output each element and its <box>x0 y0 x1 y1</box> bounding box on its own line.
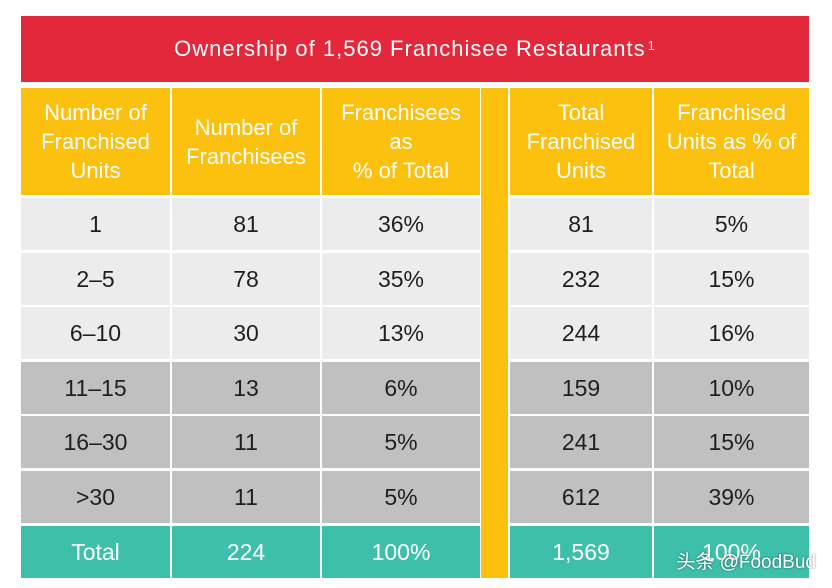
table-title-bar: Ownership of 1,569 Franchisee Restaurant… <box>21 16 809 82</box>
table-cell: 36% <box>322 198 480 250</box>
table-cell: 13 <box>172 362 320 414</box>
table-cell: 2–5 <box>21 253 170 305</box>
total-row-cell: 1,569 <box>510 526 652 578</box>
table-cell: 30 <box>172 307 320 359</box>
table-cell: 5% <box>322 416 480 468</box>
table-cell: 159 <box>510 362 652 414</box>
table-cell: 244 <box>510 307 652 359</box>
table-cell: 5% <box>654 198 809 250</box>
table-cell: 39% <box>654 471 809 523</box>
table-cell: 6–10 <box>21 307 170 359</box>
table-cell: 35% <box>322 253 480 305</box>
column-header: Number of Franchised Units <box>21 88 170 195</box>
table-cell: 232 <box>510 253 652 305</box>
table-cell: 6% <box>322 362 480 414</box>
total-row-cell: 100% <box>654 526 809 578</box>
total-row-cell: 224 <box>172 526 320 578</box>
table-cell: 16% <box>654 307 809 359</box>
table-cell: 241 <box>510 416 652 468</box>
table-title: Ownership of 1,569 Franchisee Restaurant… <box>174 36 646 61</box>
column-header: Total Franchised Units <box>510 88 652 195</box>
watermark-text: 头条 @FoodBud <box>676 552 816 573</box>
table-cell: 15% <box>654 416 809 468</box>
table-cell: >30 <box>21 471 170 523</box>
table-cell: 81 <box>172 198 320 250</box>
column-divider <box>481 88 508 578</box>
table-cell: 10% <box>654 362 809 414</box>
table-cell: 11 <box>172 416 320 468</box>
table-cell: 15% <box>654 253 809 305</box>
table-cell: 81 <box>510 198 652 250</box>
table-cell: 13% <box>322 307 480 359</box>
column-header: Franchisees as % of Total <box>322 88 480 195</box>
table-cell: 1 <box>21 198 170 250</box>
table-cell: 11 <box>172 471 320 523</box>
column-header: Number of Franchisees <box>172 88 320 195</box>
table-cell: 5% <box>322 471 480 523</box>
title-footnote-marker: 1 <box>647 37 656 53</box>
table-cell: 11–15 <box>21 362 170 414</box>
total-row-cell: 100% <box>322 526 480 578</box>
table-cell: 612 <box>510 471 652 523</box>
table-cell: 78 <box>172 253 320 305</box>
total-row-cell: Total <box>21 526 170 578</box>
table-cell: 16–30 <box>21 416 170 468</box>
column-header: Franchised Units as % of Total <box>654 88 809 195</box>
